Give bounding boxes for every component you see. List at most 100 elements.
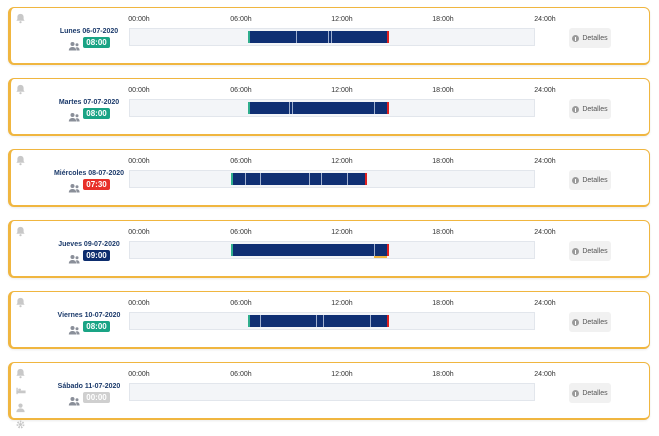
timeline-track[interactable]: [129, 170, 535, 188]
timeline-track[interactable]: [129, 99, 535, 117]
bell-icon[interactable]: [15, 84, 27, 96]
segment-separator: [295, 31, 297, 43]
segment-separator: [322, 315, 324, 327]
time-tick-label: 06:00h: [230, 371, 252, 378]
hours-badge: 08:00: [83, 321, 110, 332]
side-icons: [15, 368, 29, 436]
bell-icon[interactable]: [15, 297, 27, 309]
bell-icon[interactable]: [15, 226, 27, 238]
day-card: Martes 07-07-2020 08:00 00:00h 06:00h 12:00h…: [8, 78, 650, 136]
time-tick-label: 00:00h: [128, 300, 150, 307]
segment-separator: [292, 102, 294, 114]
day-label: Viernes 10-07-2020: [57, 312, 121, 319]
details-button[interactable]: Detalles: [569, 312, 611, 332]
time-tick-label: 12:00h: [331, 16, 353, 23]
timeline-track[interactable]: [129, 312, 535, 330]
work-segment[interactable]: [250, 31, 388, 43]
bell-icon[interactable]: [15, 13, 27, 25]
details-button[interactable]: Detalles: [569, 99, 611, 119]
work-segment[interactable]: [233, 173, 366, 185]
time-tick-label: 18:00h: [432, 16, 454, 23]
time-tick-label: 24:00h: [534, 158, 556, 165]
day-label: Miércoles 08-07-2020: [53, 170, 125, 177]
details-button[interactable]: Detalles: [569, 170, 611, 190]
side-icons: [15, 84, 29, 101]
side-icons: [15, 155, 29, 172]
day-info: Sábado 11-07-2020 00:00: [39, 383, 139, 405]
segment-separator: [327, 31, 329, 43]
segment-separator: [309, 173, 311, 185]
time-tick-label: 06:00h: [230, 300, 252, 307]
details-label: Detalles: [582, 389, 608, 397]
hours-badge: 09:00: [83, 250, 110, 261]
day-info: Martes 07-07-2020 08:00: [39, 99, 139, 121]
day-info: Miércoles 08-07-2020 07:30: [39, 170, 139, 192]
users-icon: [68, 38, 80, 50]
segment-separator: [316, 315, 318, 327]
user-icon[interactable]: [15, 402, 27, 414]
clock-in-marker: [248, 31, 251, 43]
details-button[interactable]: Detalles: [569, 383, 611, 403]
segment-separator: [245, 173, 247, 185]
day-label: Martes 07-07-2020: [58, 99, 120, 106]
side-icons: [15, 297, 29, 314]
day-info: Jueves 09-07-2020 09:00: [39, 241, 139, 263]
gear-icon[interactable]: [15, 419, 27, 431]
time-tick-label: 18:00h: [432, 300, 454, 307]
details-button[interactable]: Detalles: [569, 28, 611, 48]
bell-icon[interactable]: [15, 155, 27, 167]
time-tick-label: 24:00h: [534, 229, 556, 236]
timeline-track[interactable]: [129, 241, 535, 259]
clock-in-marker: [248, 102, 251, 114]
day-label: Jueves 09-07-2020: [58, 241, 120, 248]
time-tick-label: 24:00h: [534, 300, 556, 307]
info-icon: [572, 389, 580, 397]
clock-out-marker: [365, 173, 368, 185]
timeline-track[interactable]: [129, 28, 535, 46]
segment-separator: [321, 173, 323, 185]
overtime-marker: [373, 256, 388, 258]
time-tick-label: 06:00h: [230, 158, 252, 165]
bell-icon[interactable]: [15, 368, 27, 380]
details-button[interactable]: Detalles: [569, 241, 611, 261]
time-tick-label: 24:00h: [534, 87, 556, 94]
info-icon: [572, 34, 580, 42]
day-card: Lunes 06-07-2020 08:00 00:00h 06:00h 12:00h 1…: [8, 7, 650, 65]
clock-out-marker: [387, 315, 390, 327]
details-label: Detalles: [582, 176, 608, 184]
day-info: Viernes 10-07-2020 08:00: [39, 312, 139, 334]
clock-in-marker: [248, 315, 251, 327]
time-tick-label: 00:00h: [128, 158, 150, 165]
users-icon: [68, 251, 80, 263]
time-tick-label: 00:00h: [128, 371, 150, 378]
hours-badge: 08:00: [83, 37, 110, 48]
segment-separator: [373, 244, 375, 256]
work-segment[interactable]: [233, 244, 388, 256]
details-label: Detalles: [582, 318, 608, 326]
work-segment[interactable]: [250, 102, 388, 114]
info-icon: [572, 318, 580, 326]
info-icon: [572, 247, 580, 255]
day-label: Sábado 11-07-2020: [57, 383, 121, 390]
segment-separator: [289, 102, 291, 114]
hours-badge: 00:00: [83, 392, 110, 403]
timeline-track[interactable]: [129, 383, 535, 401]
users-icon: [68, 393, 80, 405]
time-tick-label: 24:00h: [534, 371, 556, 378]
users-icon: [68, 109, 80, 121]
day-card: Viernes 10-07-2020 08:00 00:00h 06:00h 12:00…: [8, 291, 650, 349]
clock-out-marker: [387, 31, 390, 43]
segment-separator: [373, 102, 375, 114]
clock-out-marker: [387, 244, 390, 256]
info-icon: [572, 176, 580, 184]
time-tick-label: 18:00h: [432, 371, 454, 378]
time-tick-label: 12:00h: [331, 229, 353, 236]
bed-icon[interactable]: [15, 385, 27, 397]
users-icon: [68, 322, 80, 334]
time-tick-label: 12:00h: [331, 371, 353, 378]
work-segment[interactable]: [250, 315, 388, 327]
info-icon: [572, 105, 580, 113]
time-tick-label: 18:00h: [432, 158, 454, 165]
time-tick-label: 00:00h: [128, 16, 150, 23]
users-icon: [68, 180, 80, 192]
